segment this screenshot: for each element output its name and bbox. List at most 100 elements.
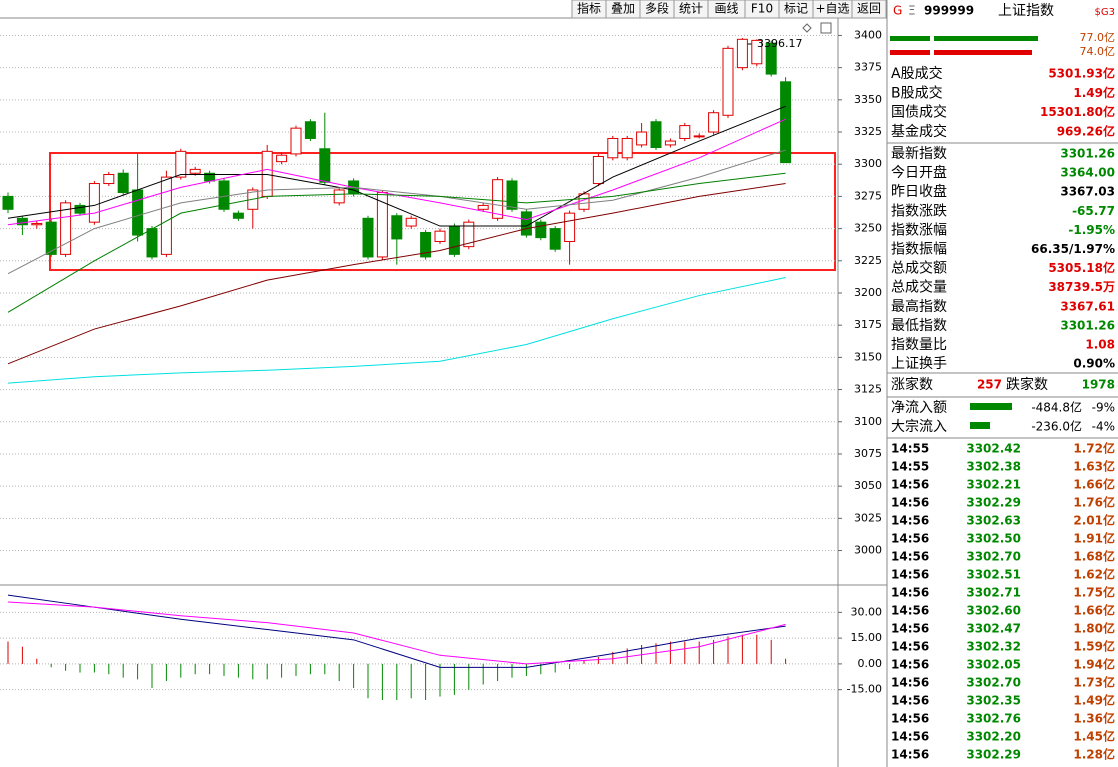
- bar: [890, 50, 930, 55]
- row-value: 1.49亿: [1073, 85, 1115, 100]
- indicator-line: [7, 183, 786, 365]
- bar: [934, 36, 1038, 41]
- tick-price: 3302.20: [966, 730, 1021, 744]
- candle-body: [175, 150, 187, 178]
- y-tick-label: 3150: [854, 350, 882, 363]
- candle-body: [319, 148, 331, 183]
- flow-label: 净流入额: [891, 400, 947, 416]
- candle-body: [492, 179, 504, 219]
- row-label: 总成交额: [891, 260, 947, 277]
- toolbar-label: 画线: [714, 2, 738, 16]
- tick-time: 14:56: [891, 568, 929, 582]
- candle-body: [434, 230, 446, 242]
- candle-body: [290, 127, 302, 155]
- candle-body: [549, 228, 561, 250]
- candle-body: [535, 221, 547, 239]
- y-tick-label: 3375: [854, 61, 882, 74]
- tick-price: 3302.47: [966, 622, 1021, 636]
- flow-value: -484.8亿: [1031, 400, 1082, 415]
- y-tick-label: 15.00: [851, 631, 883, 644]
- row-label: 最新指数: [891, 146, 947, 162]
- candle-body: [304, 121, 316, 139]
- tick-volume: 1.62亿: [1073, 567, 1115, 582]
- candle-body: [132, 189, 144, 236]
- tick-volume: 1.73亿: [1073, 675, 1115, 690]
- candle-body: [146, 228, 158, 258]
- breadth-label: 涨家数: [891, 376, 933, 393]
- indicator-line: [7, 172, 786, 313]
- tick-price: 3302.76: [966, 712, 1021, 726]
- tick-time: 14:56: [891, 550, 929, 564]
- row-label: 最高指数: [891, 298, 947, 315]
- y-tick-label: 3300: [854, 157, 882, 170]
- toolbar-label: 统计: [679, 2, 703, 16]
- candle-body: [621, 137, 633, 159]
- candle-body: [333, 189, 345, 204]
- candle-body: [31, 222, 43, 226]
- tick-price: 3302.29: [966, 748, 1021, 762]
- tick-time: 14:56: [891, 712, 929, 726]
- bar-value: 74.0亿: [1080, 45, 1116, 58]
- header-tag: $G3: [1095, 7, 1115, 18]
- header-code: 999999: [924, 4, 974, 18]
- y-tick-label: 3050: [854, 479, 882, 492]
- candle-body: [751, 39, 763, 65]
- tick-price: 3302.42: [966, 442, 1021, 456]
- candle-body: [636, 131, 648, 146]
- row-value: 3301.26: [1060, 147, 1115, 161]
- flow-bar: [970, 422, 990, 429]
- close-box[interactable]: [820, 22, 832, 34]
- row-value: 5305.18亿: [1048, 260, 1115, 275]
- candle-body: [74, 204, 86, 214]
- candle-body: [722, 47, 734, 116]
- candle-body: [2, 195, 14, 210]
- y-tick-label: 3400: [854, 28, 882, 41]
- y-tick-label: 3350: [854, 93, 882, 106]
- row-label: 昨日收盘: [891, 183, 947, 200]
- y-tick-label: 3100: [854, 415, 882, 428]
- breadth-value: 257: [977, 378, 1002, 392]
- tick-time: 14:56: [891, 478, 929, 492]
- row-label: 指数振幅: [891, 242, 947, 258]
- indicator-line: [7, 601, 786, 665]
- row-label: 总成交量: [891, 279, 947, 296]
- tick-price: 3302.71: [966, 586, 1021, 600]
- bar: [934, 50, 1032, 55]
- tick-time: 14:55: [891, 460, 929, 474]
- y-tick-label: 3075: [854, 447, 882, 460]
- tick-volume: 1.76亿: [1073, 495, 1115, 510]
- y-tick-label: 3000: [854, 544, 882, 557]
- candle-body: [60, 202, 72, 255]
- candle-body: [520, 211, 532, 236]
- candle-body: [276, 154, 288, 163]
- tick-price: 3302.05: [966, 658, 1021, 672]
- annotation: 3396.17: [757, 37, 803, 50]
- tick-price: 3302.70: [966, 550, 1021, 564]
- row-value: 3367.03: [1060, 185, 1115, 199]
- candle-body: [405, 217, 417, 227]
- y-tick-label: 3125: [854, 383, 882, 396]
- candle-body: [391, 215, 403, 240]
- toolbar-label: 返回: [857, 2, 881, 16]
- candle-body: [708, 112, 720, 133]
- row-label: A股成交: [891, 65, 943, 82]
- candle-body: [506, 180, 518, 210]
- row-value: 1.08: [1085, 338, 1115, 352]
- candle-body: [780, 81, 792, 164]
- header-menu[interactable]: Ξ: [908, 4, 916, 18]
- row-value: 5301.93亿: [1048, 66, 1115, 81]
- row-value: 38739.5万: [1048, 280, 1115, 294]
- toolbar-button[interactable]: [851, 0, 887, 19]
- toolbar-label: 标记: [784, 2, 808, 16]
- tick-price: 3302.35: [966, 694, 1021, 708]
- tick-price: 3302.29: [966, 496, 1021, 510]
- tick-price: 3302.32: [966, 640, 1021, 654]
- tick-volume: 1.36亿: [1073, 711, 1115, 726]
- row-label: 指数涨跌: [891, 203, 947, 219]
- indicator-line: [7, 105, 786, 227]
- row-value: -1.95%: [1068, 223, 1115, 237]
- row-label: 上证换手: [891, 355, 947, 372]
- tick-time: 14:56: [891, 640, 929, 654]
- y-tick-label: 3175: [854, 318, 882, 331]
- tick-volume: 1.49亿: [1073, 693, 1115, 708]
